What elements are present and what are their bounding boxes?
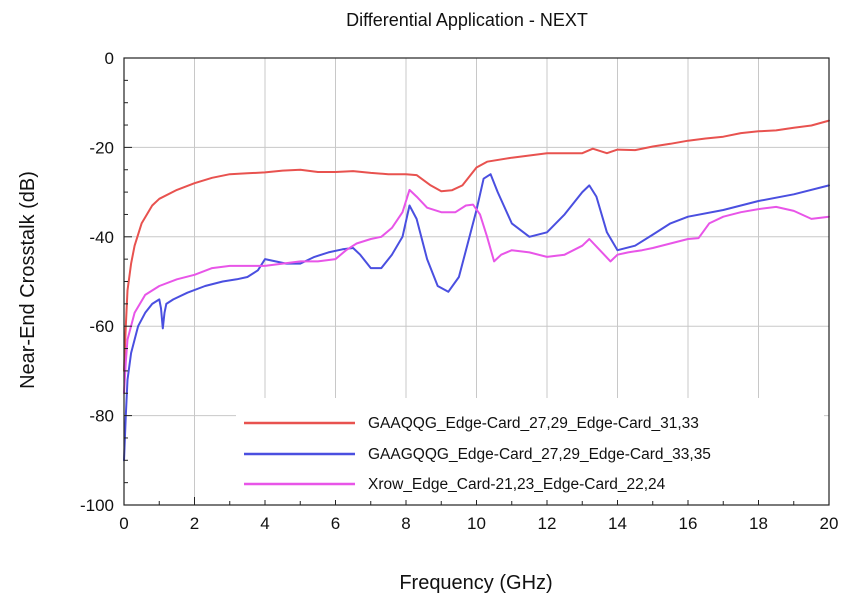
legend-label-3: Xrow_Edge_Card-21,23_Edge-Card_22,24 bbox=[368, 476, 666, 493]
legend: GAAQQG_Edge-Card_27,29_Edge-Card_31,33 G… bbox=[236, 398, 824, 500]
y-tick-label: -80 bbox=[89, 407, 114, 426]
series-line-2 bbox=[123, 173, 830, 462]
x-tick-label: 14 bbox=[608, 514, 627, 533]
x-tick-label: 6 bbox=[331, 514, 340, 533]
y-tick-label: -100 bbox=[80, 496, 114, 515]
x-tick-label: 12 bbox=[538, 514, 557, 533]
x-tick-label: 4 bbox=[260, 514, 269, 533]
x-tick-label: 0 bbox=[119, 514, 128, 533]
x-tick-label: 2 bbox=[190, 514, 199, 533]
legend-label-1: GAAQQG_Edge-Card_27,29_Edge-Card_31,33 bbox=[368, 415, 699, 432]
x-tick-label: 10 bbox=[467, 514, 486, 533]
x-tick-label: 20 bbox=[820, 514, 839, 533]
x-tick-label: 18 bbox=[749, 514, 768, 533]
y-axis-title: Near-End Crosstalk (dB) bbox=[17, 171, 39, 389]
y-tick-label: -20 bbox=[89, 138, 114, 157]
axis-ticks: 0 2 4 6 8 10 12 14 16 18 20 -100 -80 -60 -40 -20 0 bbox=[80, 49, 838, 533]
x-tick-label: 16 bbox=[679, 514, 698, 533]
y-tick-label: -60 bbox=[89, 317, 114, 336]
chart-title: Differential Application - NEXT bbox=[346, 10, 588, 30]
plot-series bbox=[123, 119, 830, 462]
legend-label-2: GAAGQQG_Edge-Card_27,29_Edge-Card_33,35 bbox=[368, 446, 711, 463]
series-line-3 bbox=[123, 188, 830, 395]
x-tick-label: 8 bbox=[401, 514, 410, 533]
y-tick-label: -40 bbox=[89, 228, 114, 247]
series-line-1 bbox=[123, 119, 830, 372]
y-tick-label: 0 bbox=[105, 49, 114, 68]
x-axis-title: Frequency (GHz) bbox=[399, 572, 552, 594]
